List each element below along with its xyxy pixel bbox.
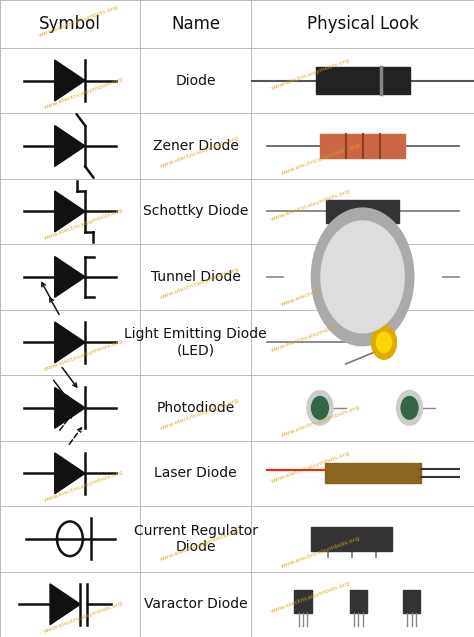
Polygon shape	[55, 257, 85, 297]
Text: www.electricalsymbols.org: www.electricalsymbols.org	[159, 529, 239, 562]
Text: Name: Name	[171, 15, 220, 33]
Text: www.electricalsymbols.org: www.electricalsymbols.org	[270, 581, 351, 615]
Text: www.electricalsymbols.org: www.electricalsymbols.org	[270, 57, 351, 90]
Bar	[294, 590, 311, 613]
Text: www.electricalsymbols.org: www.electricalsymbols.org	[270, 450, 351, 483]
Text: Laser Diode: Laser Diode	[154, 466, 237, 480]
Text: www.electricalsymbols.org: www.electricalsymbols.org	[159, 136, 239, 169]
Text: www.electricalsymbols.org: www.electricalsymbols.org	[159, 397, 239, 431]
Polygon shape	[55, 60, 85, 101]
Text: www.electricalsymbols.org: www.electricalsymbols.org	[280, 142, 360, 176]
Bar	[403, 590, 420, 613]
Circle shape	[397, 390, 422, 426]
Text: Current Regulator
Diode: Current Regulator Diode	[134, 524, 257, 554]
Circle shape	[401, 397, 418, 419]
Bar	[326, 200, 399, 223]
Text: Light Emitting Diode
(LED): Light Emitting Diode (LED)	[124, 327, 267, 357]
Bar	[311, 527, 392, 550]
Text: Zener Diode: Zener Diode	[153, 139, 238, 153]
Text: Schottky Diode: Schottky Diode	[143, 204, 248, 218]
Polygon shape	[55, 191, 85, 232]
Text: www.electricalsymbols.org: www.electricalsymbols.org	[43, 469, 123, 503]
Text: Photodiode: Photodiode	[156, 401, 235, 415]
Circle shape	[311, 208, 414, 346]
Circle shape	[321, 221, 404, 333]
Text: www.electricalsymbols.org: www.electricalsymbols.org	[159, 267, 239, 300]
Text: www.electricalsymbols.org: www.electricalsymbols.org	[270, 188, 351, 222]
Text: www.electricalsymbols.org: www.electricalsymbols.org	[43, 77, 123, 110]
Text: Tunnel Diode: Tunnel Diode	[151, 270, 240, 284]
Text: www.electricalsymbols.org: www.electricalsymbols.org	[43, 208, 123, 241]
Polygon shape	[50, 584, 80, 625]
Text: www.electricalsymbols.org: www.electricalsymbols.org	[280, 404, 360, 438]
Circle shape	[372, 326, 396, 359]
Polygon shape	[55, 125, 85, 166]
Circle shape	[311, 397, 328, 419]
Bar	[316, 68, 410, 94]
Polygon shape	[55, 322, 85, 363]
Text: Varactor Diode: Varactor Diode	[144, 598, 247, 612]
Polygon shape	[55, 387, 85, 428]
Text: www.electricalsymbols.org: www.electricalsymbols.org	[280, 535, 360, 569]
Text: www.electricalsymbols.org: www.electricalsymbols.org	[280, 273, 360, 307]
Circle shape	[307, 390, 333, 426]
Text: Diode: Diode	[175, 73, 216, 87]
Bar	[350, 590, 367, 613]
Text: Symbol: Symbol	[39, 15, 101, 33]
Text: www.electricalsymbols.org: www.electricalsymbols.org	[38, 4, 118, 38]
Circle shape	[376, 333, 392, 352]
Polygon shape	[55, 453, 85, 494]
Text: Physical Look: Physical Look	[307, 15, 419, 33]
Text: www.electricalsymbols.org: www.electricalsymbols.org	[270, 319, 351, 352]
Bar	[325, 463, 421, 483]
Text: www.electricalsymbols.org: www.electricalsymbols.org	[43, 339, 123, 372]
Bar	[320, 134, 405, 157]
Text: www.electricalsymbols.org: www.electricalsymbols.org	[43, 601, 123, 634]
